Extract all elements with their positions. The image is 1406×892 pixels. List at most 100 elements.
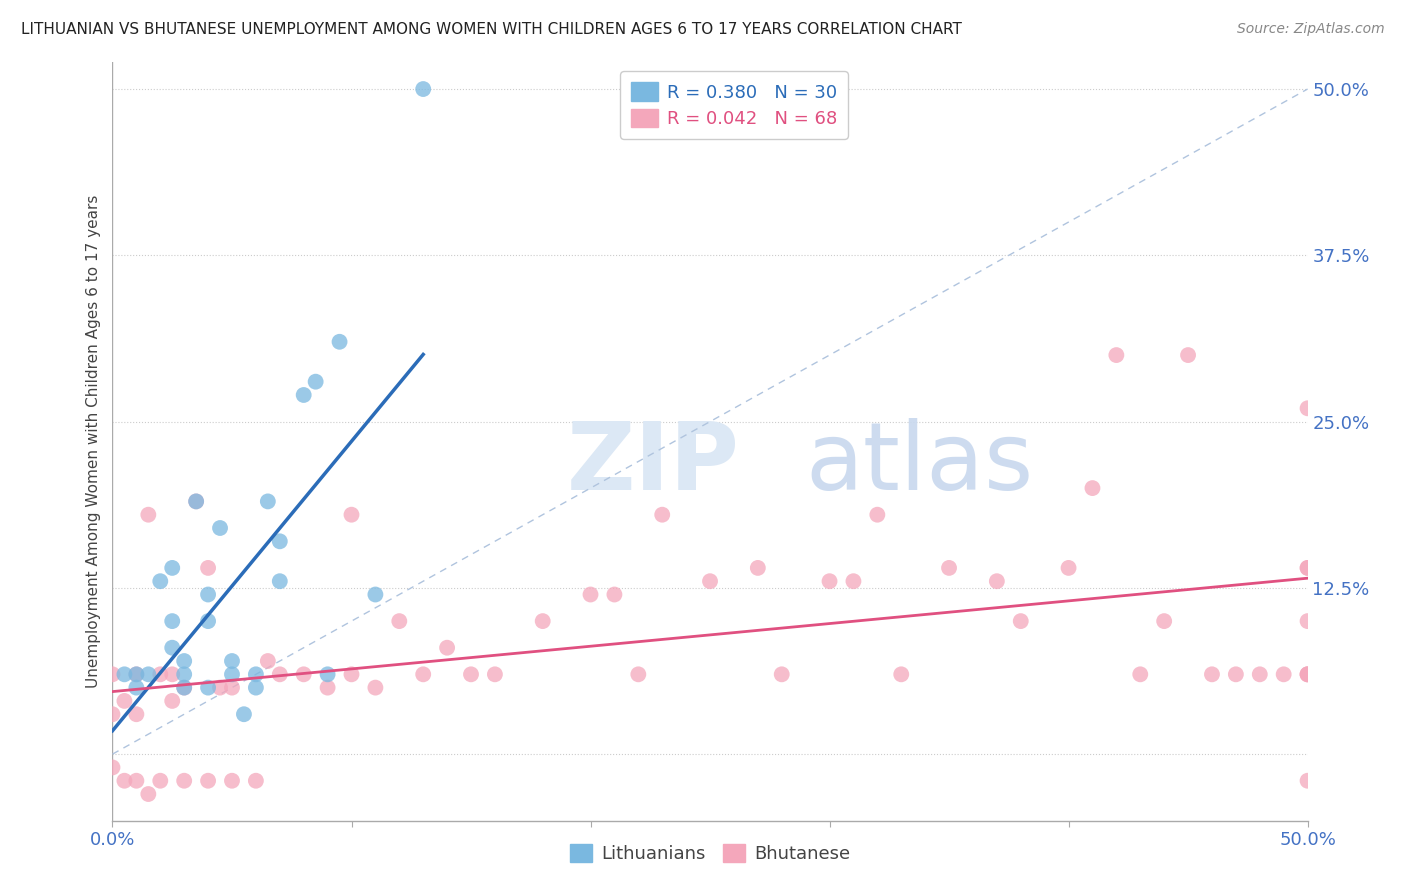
Point [603,587,626,601]
Point [162,694,183,708]
Point [221,654,243,668]
Point [305,375,328,389]
Point [292,667,315,681]
Point [460,667,482,681]
Point [316,667,339,681]
Point [173,654,195,668]
Point [329,334,352,349]
Point [101,760,124,774]
Point [269,667,291,681]
Point [747,561,769,575]
Point [257,494,280,508]
Point [197,773,219,788]
Point [245,773,267,788]
Point [316,681,339,695]
Point [186,494,208,508]
Point [162,640,183,655]
Point [173,681,195,695]
Point [245,667,267,681]
Text: LITHUANIAN VS BHUTANESE UNEMPLOYMENT AMONG WOMEN WITH CHILDREN AGES 6 TO 17 YEAR: LITHUANIAN VS BHUTANESE UNEMPLOYMENT AMO… [21,22,962,37]
Point [531,614,554,628]
Point [340,508,363,522]
Point [149,773,172,788]
Point [138,667,160,681]
Point [1296,773,1319,788]
Point [1010,614,1032,628]
Point [162,667,183,681]
Point [292,388,315,402]
Point [125,667,148,681]
Point [173,681,195,695]
Point [627,667,650,681]
Point [101,707,124,722]
Point [364,587,387,601]
Point [1296,667,1319,681]
Point [162,614,183,628]
Point [938,561,960,575]
Legend: Lithuanians, Bhutanese: Lithuanians, Bhutanese [561,835,859,872]
Point [138,508,160,522]
Point [1296,667,1319,681]
Point [1249,667,1271,681]
Point [221,667,243,681]
Point [173,667,195,681]
Point [1272,667,1295,681]
Point [162,561,183,575]
Point [1129,667,1152,681]
Point [484,667,506,681]
Point [186,494,208,508]
Point [221,681,243,695]
Point [233,707,256,722]
Point [149,574,172,589]
Point [1296,561,1319,575]
Point [197,681,219,695]
Point [651,508,673,522]
Point [114,667,135,681]
Point [125,667,148,681]
Point [125,773,148,788]
Point [412,667,434,681]
Point [197,614,219,628]
Point [340,667,363,681]
Point [770,667,793,681]
Point [257,654,280,668]
Point [986,574,1008,589]
Point [1201,667,1223,681]
Text: Source: ZipAtlas.com: Source: ZipAtlas.com [1237,22,1385,37]
Point [197,587,219,601]
Point [1296,667,1319,681]
Point [138,787,160,801]
Point [173,773,195,788]
Point [125,681,148,695]
Point [699,574,721,589]
Point [209,521,232,535]
Point [364,681,387,695]
Text: atlas: atlas [806,418,1033,510]
Point [149,667,172,681]
Point [866,508,889,522]
Point [1296,401,1319,416]
Point [1296,614,1319,628]
Point [1225,667,1247,681]
Y-axis label: Unemployment Among Women with Children Ages 6 to 17 years: Unemployment Among Women with Children A… [86,194,101,689]
Point [221,773,243,788]
Point [1296,561,1319,575]
Point [209,681,232,695]
Point [890,667,912,681]
Point [1105,348,1128,362]
Point [1153,614,1175,628]
Point [388,614,411,628]
Point [269,534,291,549]
Point [818,574,841,589]
Point [245,681,267,695]
Point [114,694,135,708]
Point [114,773,135,788]
Point [101,667,124,681]
Point [1177,348,1199,362]
Text: ZIP: ZIP [567,418,740,510]
Point [842,574,865,589]
Point [1057,561,1080,575]
Point [125,707,148,722]
Point [436,640,458,655]
Point [269,574,291,589]
